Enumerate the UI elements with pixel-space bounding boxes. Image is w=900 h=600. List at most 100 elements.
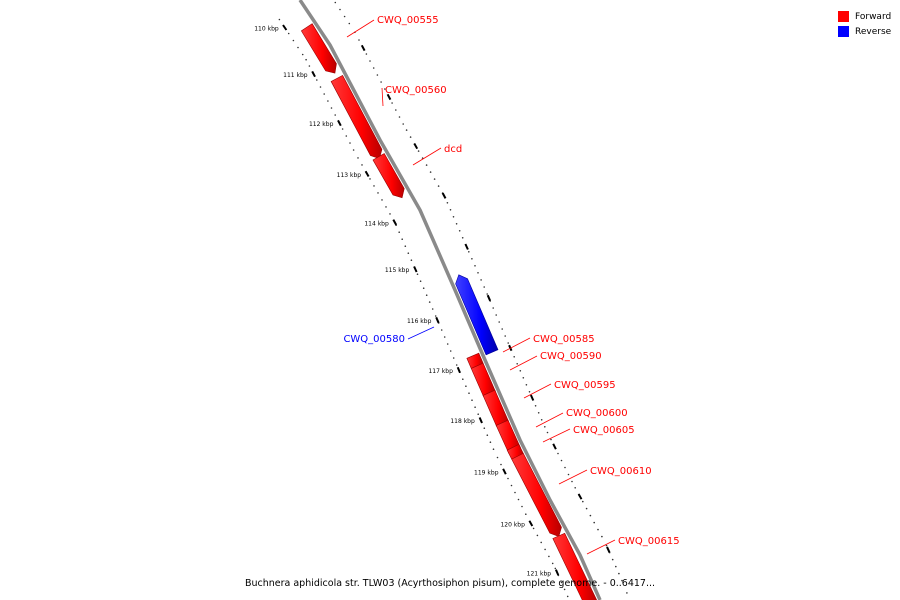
- kbp-tick: [464, 243, 469, 250]
- ruler-dot: [297, 46, 299, 49]
- ruler-dot: [391, 102, 393, 104]
- ruler-dot: [301, 53, 304, 56]
- ruler-dot: [361, 164, 363, 166]
- ruler-dot: [410, 259, 413, 262]
- ruler-dot: [372, 67, 375, 69]
- gene-label[interactable]: CWQ_00555: [377, 15, 439, 26]
- reverse-swatch: [838, 26, 849, 37]
- ruler-dot: [352, 149, 355, 151]
- ruler-dot: [287, 32, 290, 35]
- kbp-label: 113 kbp: [337, 172, 362, 179]
- ruler-dot: [540, 541, 542, 544]
- ruler-dot: [429, 171, 432, 173]
- gene-label[interactable]: CWQ_00595: [554, 380, 616, 391]
- ruler-labels: 110 kbp 111 kbp 112 kbp 113 kbp 114 kbp 115 k…: [254, 26, 551, 578]
- kbp-tick: [435, 316, 440, 324]
- ruler-dot: [593, 521, 595, 524]
- kbp-label: 115 kbp: [385, 267, 410, 274]
- label-leader-line: [535, 412, 564, 428]
- ruler-dot: [585, 507, 588, 510]
- ruler-dot: [567, 473, 570, 476]
- gene-label[interactable]: CWQ_00560: [385, 85, 447, 96]
- label-leader-line: [412, 147, 442, 166]
- ruler-dot: [496, 456, 499, 459]
- gene-arrow[interactable]: [455, 274, 499, 356]
- map-caption: Buchnera aphidicola str. TLW03 (Acyrthos…: [244, 578, 656, 589]
- ruler-dot: [334, 1, 337, 4]
- gene-label[interactable]: CWQ_00600: [566, 408, 628, 419]
- ruler-dot: [537, 412, 540, 414]
- ruler-dot: [377, 192, 379, 194]
- gene-label[interactable]: CWQ_00590: [540, 351, 602, 362]
- gene-arrow[interactable]: [330, 74, 383, 160]
- ruler-dot: [517, 498, 520, 501]
- ruler-dot: [501, 328, 504, 330]
- ruler-dot: [474, 406, 476, 409]
- ruler-dot: [550, 438, 552, 441]
- ruler-ticks: [278, 1, 628, 598]
- ruler-dot: [486, 434, 489, 437]
- ruler-dot: [571, 480, 573, 483]
- kbp-tick: [413, 143, 419, 150]
- ruler-dot: [398, 231, 401, 233]
- kbp-tick: [554, 569, 560, 576]
- label-leader-line: [523, 383, 552, 399]
- gene-label[interactable]: CWQ_00605: [573, 425, 635, 436]
- ruler-dot: [316, 79, 318, 81]
- kbp-tick: [456, 366, 461, 374]
- forward-label: Forward: [855, 11, 892, 22]
- ruler-dot: [461, 237, 464, 239]
- ruler-dot: [348, 22, 351, 25]
- ruler-dot: [455, 364, 458, 366]
- kbp-tick: [392, 219, 398, 226]
- ruler-dot: [468, 251, 470, 253]
- gene-label[interactable]: dcd: [444, 144, 462, 155]
- gene-label[interactable]: CWQ_00615: [618, 536, 680, 547]
- gene-label[interactable]: CWQ_00585: [533, 334, 595, 345]
- kbp-label: 117 kbp: [428, 368, 453, 375]
- ruler-dot: [477, 413, 480, 416]
- ruler-dot: [428, 301, 431, 303]
- legend: Forward Reverse: [838, 9, 898, 39]
- forward-swatch: [838, 11, 849, 22]
- ruler-dot: [292, 39, 295, 42]
- ruler-dot: [323, 93, 326, 95]
- ruler-dot: [437, 185, 440, 187]
- gene-label[interactable]: CWQ_00580: [343, 334, 405, 345]
- gene-arrow[interactable]: [372, 153, 405, 199]
- kbp-tick: [502, 468, 507, 475]
- label-leader-line: [502, 337, 531, 353]
- kbp-tick: [337, 119, 342, 127]
- ruler-dot: [601, 535, 603, 538]
- kbp-label: 120 kbp: [500, 521, 525, 528]
- ruler-dot: [365, 53, 368, 55]
- ruler-dot: [369, 178, 371, 180]
- ruler-dot: [563, 588, 566, 591]
- gene-arrow[interactable]: [511, 452, 562, 537]
- legend-forward: Forward: [838, 9, 898, 24]
- kbp-label: 118 kbp: [450, 418, 475, 425]
- ruler-dot: [404, 245, 407, 247]
- backbone: [298, 0, 602, 600]
- ruler-dot: [525, 513, 527, 515]
- ruler-dot: [468, 392, 470, 395]
- ruler-dot: [434, 315, 437, 317]
- ruler-dot: [521, 505, 523, 508]
- ruler-dot: [462, 378, 464, 381]
- gene-label[interactable]: CWQ_00610: [590, 466, 652, 477]
- ruler-dot: [498, 321, 501, 323]
- kbp-tick: [528, 520, 534, 527]
- gene-arrow[interactable]: [552, 532, 598, 600]
- gene-arrow[interactable]: [300, 23, 337, 74]
- ruler-dot: [385, 206, 387, 208]
- kbp-tick: [282, 24, 288, 31]
- ruler-dot: [528, 391, 531, 393]
- kbp-tick: [577, 493, 583, 500]
- ruler-dot: [560, 459, 563, 462]
- ruler-dot: [422, 287, 425, 290]
- kbp-tick: [478, 417, 483, 424]
- kbp-label: 121 kbp: [527, 570, 552, 577]
- ruler-dot: [546, 431, 549, 434]
- ruler-dot: [582, 500, 584, 503]
- ruler-dot: [380, 81, 382, 83]
